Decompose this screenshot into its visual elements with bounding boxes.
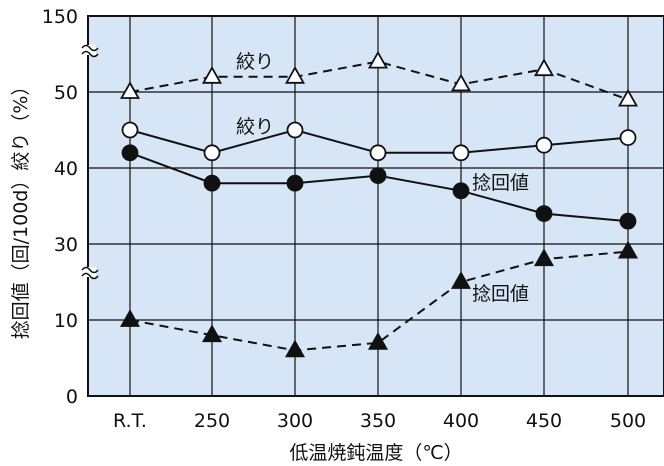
data-point <box>203 144 221 162</box>
x-tick-label: R.T. <box>113 410 147 432</box>
data-point <box>367 331 389 350</box>
data-point <box>284 65 306 84</box>
axis-break-mark <box>81 44 99 52</box>
data-point <box>452 144 470 162</box>
series-layer <box>119 50 639 358</box>
data-point <box>450 271 472 289</box>
data-point <box>619 212 637 230</box>
data-point <box>121 144 139 162</box>
data-point <box>286 121 304 139</box>
series-label: 捻回値 <box>472 172 529 194</box>
y-tick-label: 50 <box>54 82 78 104</box>
axis-break-mark <box>81 50 99 58</box>
y-tick-label: 150 <box>42 6 78 28</box>
series-label: 絞り <box>236 116 274 138</box>
data-point <box>452 182 470 200</box>
y-tick-label: 10 <box>54 310 78 332</box>
plot-area <box>88 16 664 396</box>
x-tick-label: 300 <box>277 410 313 432</box>
plot-frame <box>87 15 664 397</box>
data-point <box>617 88 639 107</box>
series-1 <box>121 121 637 162</box>
axis-break-gap <box>80 267 96 277</box>
x-tick-label: 250 <box>194 410 230 432</box>
data-point <box>286 174 304 192</box>
data-point <box>369 167 387 185</box>
data-point <box>619 129 637 147</box>
data-point <box>201 324 223 343</box>
data-point <box>535 205 553 223</box>
tick-labels: 0 10 30 40 50 150 R.T. 250 300 350 400 450 500 <box>42 6 646 432</box>
x-tick-label: 450 <box>526 410 562 432</box>
y-tick-label: 30 <box>54 234 78 256</box>
data-point <box>121 121 139 139</box>
data-point <box>367 50 389 69</box>
series-0 <box>119 50 639 107</box>
series-label: 絞り <box>236 51 274 73</box>
data-point <box>533 248 555 267</box>
x-tick-label: 350 <box>360 410 396 432</box>
data-point <box>201 65 223 84</box>
series-3 <box>119 240 639 358</box>
data-point <box>119 81 141 99</box>
y-tick-label: 40 <box>54 158 78 180</box>
axis-break-mark <box>81 266 99 274</box>
data-point <box>369 144 387 162</box>
data-point <box>284 339 306 358</box>
series-label: 捻回値 <box>472 283 529 305</box>
data-point <box>450 73 472 92</box>
x-tick-label: 400 <box>443 410 479 432</box>
y-tick-label: 0 <box>66 386 78 408</box>
axis-break-gap <box>80 45 96 55</box>
x-tick-label: 500 <box>610 410 646 432</box>
data-point <box>119 309 141 327</box>
x-axis-title: 低温焼鈍温度（℃） <box>289 442 462 464</box>
axis-break-mark <box>81 272 99 280</box>
data-point <box>535 136 553 154</box>
series-2 <box>121 144 637 230</box>
data-point <box>617 240 639 259</box>
y-axis-title: 捻回値（回/100d）絞り（%） <box>10 77 32 340</box>
data-point <box>533 58 555 77</box>
data-point <box>203 174 221 192</box>
